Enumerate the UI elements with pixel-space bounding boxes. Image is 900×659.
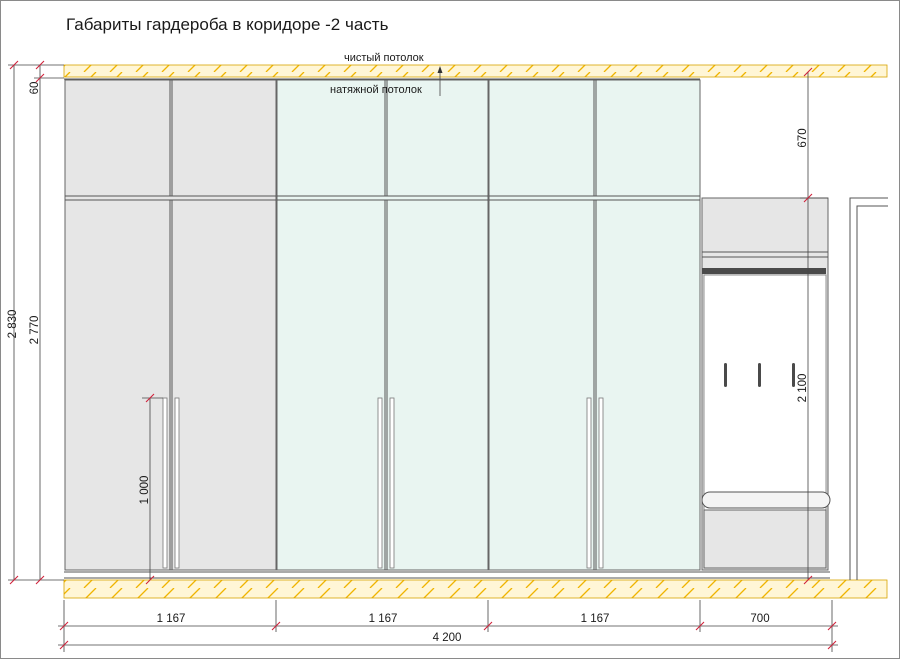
dim-ceiling-gap: 60 <box>29 82 41 95</box>
dim-overall-width: 4 200 <box>433 632 462 644</box>
wardrobe-section-2 <box>276 79 489 571</box>
wardrobe-section-3 <box>488 79 701 571</box>
wardrobe-section-1 <box>64 79 277 571</box>
drawing-title: Габариты гардероба в коридоре -2 часть <box>66 15 389 34</box>
dim-section-2: 1 167 <box>369 613 398 625</box>
handle-dimension-lines <box>142 393 163 585</box>
dim-cabinet-height: 2 770 <box>29 316 41 345</box>
coat-hook <box>758 363 761 387</box>
dim-hall-height: 2 100 <box>797 374 809 403</box>
door-handle <box>174 397 180 569</box>
dim-total-height: 2 830 <box>7 310 19 339</box>
hanger-bar <box>702 268 826 274</box>
dim-section-1: 1 167 <box>157 613 186 625</box>
dim-handle-height: 1 000 <box>139 476 151 505</box>
coat-hook <box>792 363 795 387</box>
door-handle <box>389 397 395 569</box>
bottom-dimension-lines <box>58 600 838 652</box>
dim-section-3: 1 167 <box>581 613 610 625</box>
door-handle <box>162 397 168 569</box>
left-dimension-lines <box>8 60 64 585</box>
door-handle <box>598 397 604 569</box>
right-dimension-lines <box>800 67 828 585</box>
coat-hook <box>724 363 727 387</box>
hallway-unit <box>701 197 831 571</box>
bench-cushion <box>701 491 831 509</box>
ceiling-slab <box>63 64 888 78</box>
dim-section-4: 700 <box>750 613 769 625</box>
door-handle <box>377 397 383 569</box>
bench-drawer <box>703 509 827 569</box>
ceiling-arrow-head <box>437 66 443 73</box>
clean-ceiling-label: чистый потолок <box>344 52 424 64</box>
stretch-ceiling-label: натяжной потолок <box>330 84 422 96</box>
dim-upper-gap: 670 <box>797 128 809 147</box>
door-handle <box>586 397 592 569</box>
door-frame <box>849 197 888 580</box>
floor-slab <box>63 579 888 599</box>
